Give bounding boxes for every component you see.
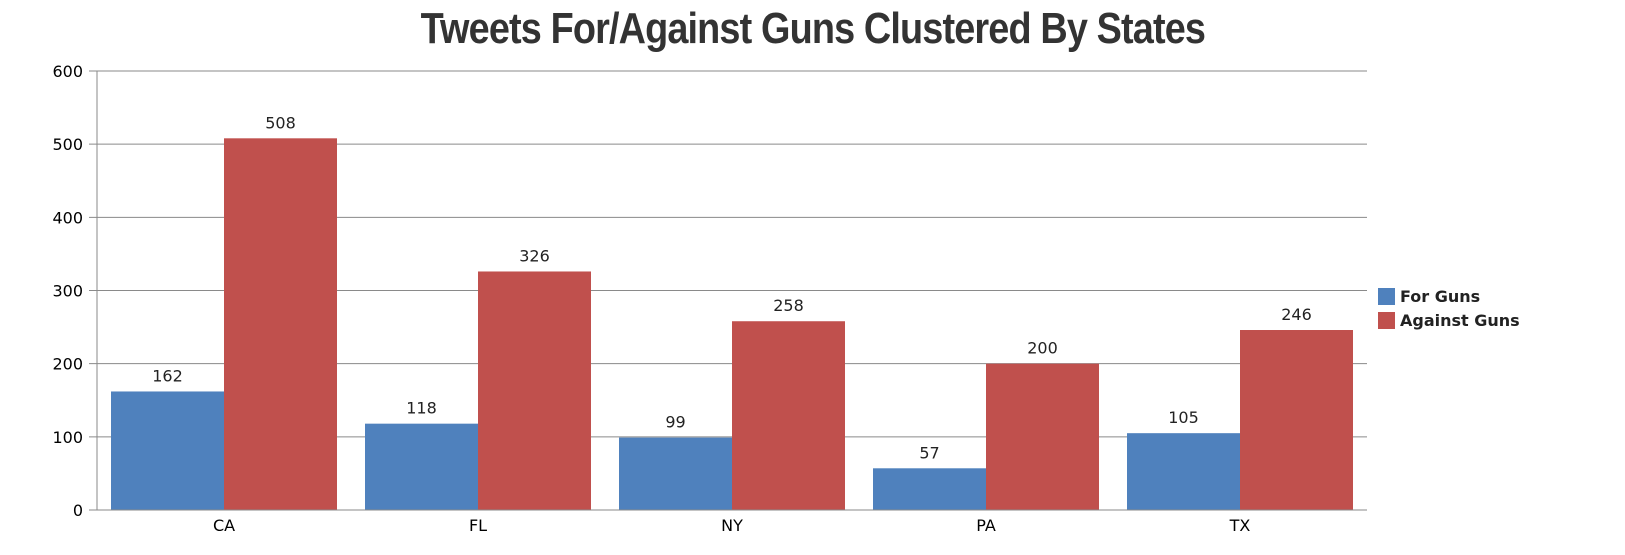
legend-label: Against Guns <box>1400 311 1520 330</box>
data-label: 99 <box>665 413 685 432</box>
bar-fl-against-guns <box>478 271 591 510</box>
x-tick-label: CA <box>213 516 235 535</box>
legend-label: For Guns <box>1400 287 1480 306</box>
y-tick-label: 600 <box>52 62 83 81</box>
bar-pa-for-guns <box>873 468 986 510</box>
data-label: 200 <box>1027 339 1058 358</box>
bars: 162 508 118 326 99 258 57 200 105 246 <box>111 113 1353 510</box>
y-tick-label: 100 <box>52 428 83 447</box>
bar-fl-for-guns <box>365 423 478 510</box>
x-tick-label: TX <box>1229 516 1251 535</box>
y-tick-label: 400 <box>52 208 83 227</box>
x-tick-label: FL <box>469 516 487 535</box>
y-tick-label: 300 <box>52 282 83 301</box>
chart-title: Tweets For/Against Guns Clustered By Sta… <box>420 4 1206 53</box>
bar-ny-for-guns <box>619 437 732 510</box>
data-label: 258 <box>773 296 804 315</box>
bar-tx-against-guns <box>1240 330 1353 510</box>
y-tick-label: 500 <box>52 135 83 154</box>
x-tick-label: PA <box>976 516 996 535</box>
x-tick-label: NY <box>721 516 743 535</box>
bar-ca-against-guns <box>224 138 337 510</box>
legend: For Guns Against Guns <box>1378 287 1520 330</box>
legend-swatch <box>1378 288 1395 305</box>
bar-ny-against-guns <box>732 321 845 510</box>
data-label: 162 <box>152 366 183 385</box>
bar-ca-for-guns <box>111 391 224 510</box>
y-axis: 0 100 200 300 400 500 600 <box>52 62 98 520</box>
legend-swatch <box>1378 312 1395 329</box>
bar-tx-for-guns <box>1127 433 1240 510</box>
bar-pa-against-guns <box>986 363 1099 510</box>
y-tick-label: 200 <box>52 355 83 374</box>
data-label: 105 <box>1168 408 1199 427</box>
data-label: 508 <box>265 113 296 132</box>
data-label: 326 <box>519 246 550 265</box>
y-tick-label: 0 <box>73 501 83 520</box>
data-label: 246 <box>1281 305 1312 324</box>
data-label: 57 <box>919 443 939 462</box>
x-axis: CA FL NY PA TX <box>89 509 1367 535</box>
data-label: 118 <box>406 399 437 418</box>
